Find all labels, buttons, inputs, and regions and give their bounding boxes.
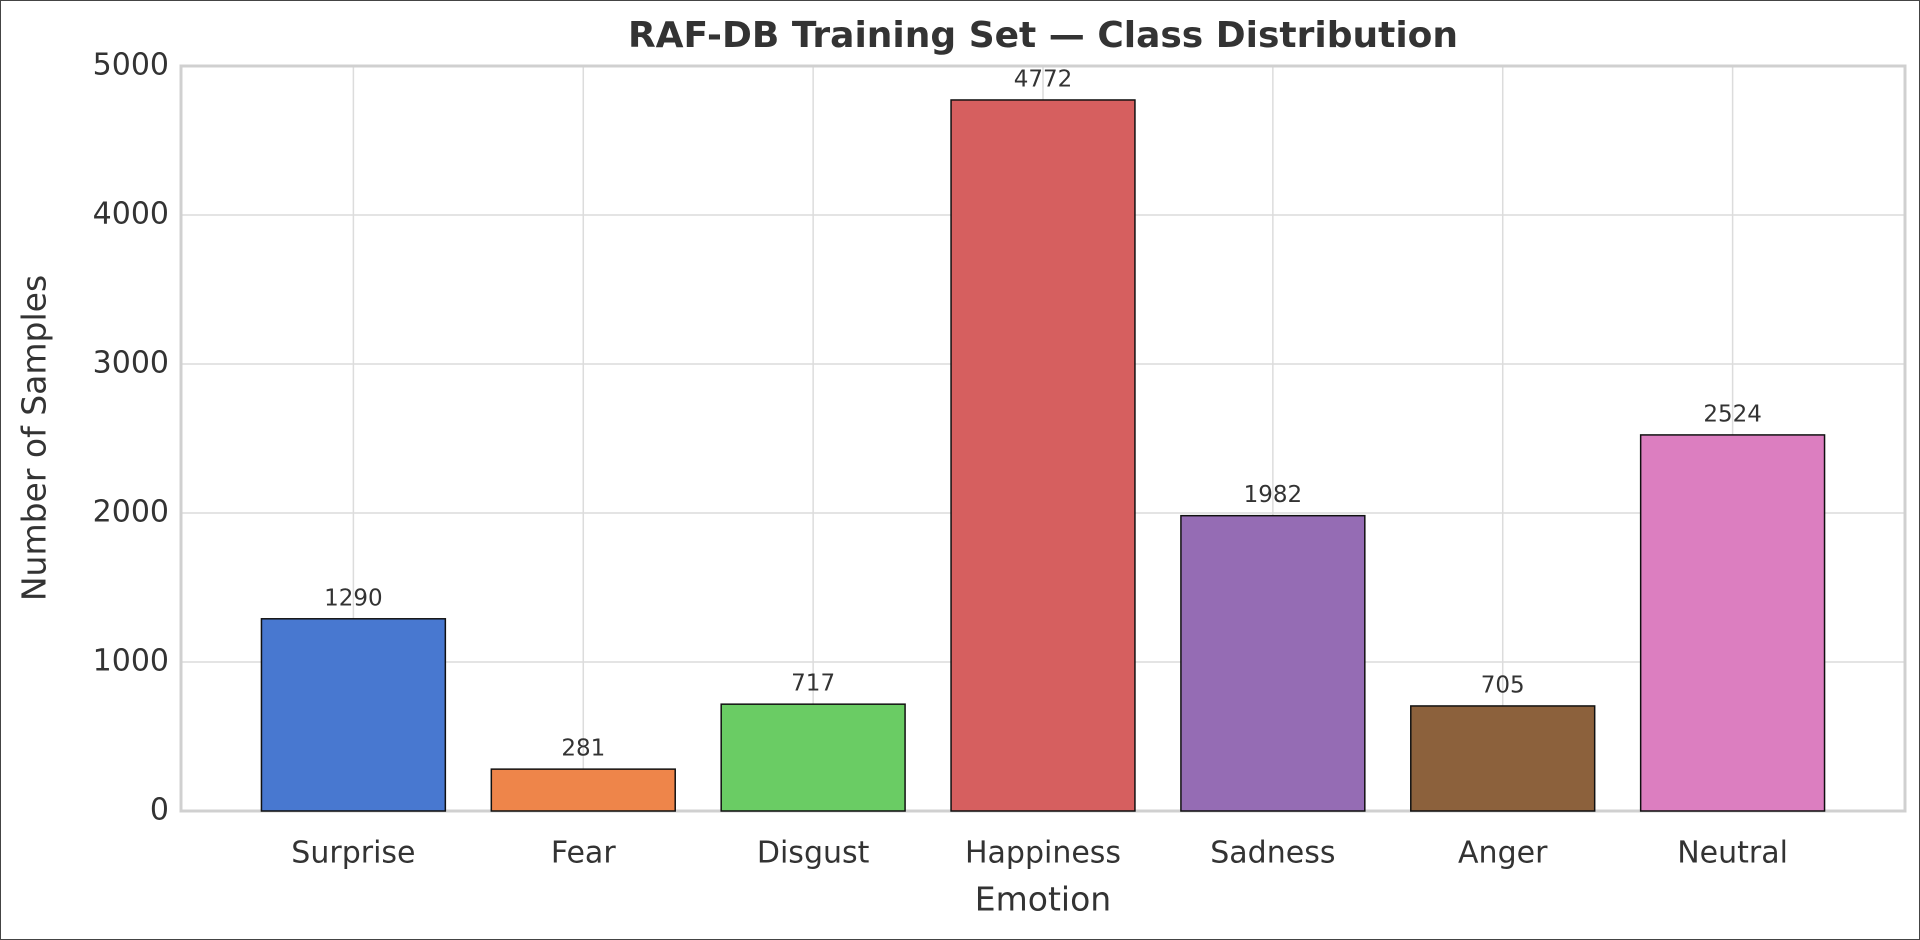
value-label: 717 (791, 671, 835, 697)
x-tick-label: Fear (551, 836, 616, 871)
value-label: 1982 (1244, 482, 1303, 508)
y-tick-label: 2000 (93, 495, 169, 530)
x-tick-label: Neutral (1677, 836, 1788, 871)
y-axis-label: Number of Samples (15, 275, 54, 601)
x-tick-label: Sadness (1210, 836, 1335, 871)
value-label: 705 (1481, 672, 1525, 698)
x-axis-label: Emotion (975, 880, 1111, 919)
y-tick-label: 0 (150, 793, 169, 828)
bar (720, 703, 906, 812)
x-tick-label: Anger (1458, 836, 1548, 871)
value-label: 1290 (324, 585, 383, 611)
chart-title: RAF-DB Training Set — Class Distribution (628, 15, 1458, 56)
bar (1180, 514, 1366, 812)
bar (1639, 434, 1826, 812)
x-tick-label: Happiness (965, 836, 1121, 871)
y-tick-label: 4000 (93, 197, 169, 232)
y-tick-label: 5000 (93, 48, 169, 83)
value-label: 281 (561, 736, 605, 762)
y-tick-label: 1000 (93, 644, 169, 679)
bar (490, 768, 676, 812)
bar (1410, 705, 1596, 812)
x-tick-label: Surprise (291, 836, 415, 871)
x-tick-label: Disgust (757, 836, 870, 871)
value-label: 4772 (1014, 66, 1073, 92)
bar (260, 618, 447, 812)
value-label: 2524 (1703, 401, 1762, 427)
bar (950, 99, 1136, 812)
y-tick-label: 3000 (93, 346, 169, 381)
